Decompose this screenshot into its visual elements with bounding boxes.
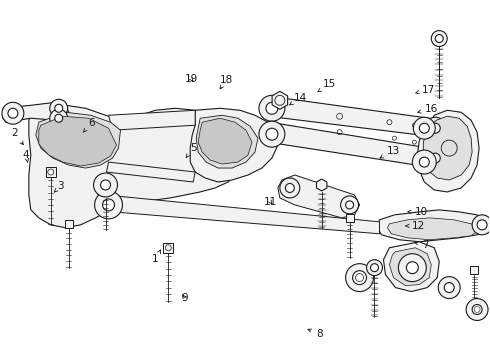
Text: 14: 14	[290, 93, 307, 105]
Circle shape	[472, 305, 482, 315]
Text: 7: 7	[415, 239, 428, 249]
Circle shape	[435, 35, 443, 42]
Circle shape	[259, 121, 285, 147]
Text: 13: 13	[380, 145, 400, 158]
Polygon shape	[345, 214, 354, 222]
Polygon shape	[390, 248, 431, 285]
Polygon shape	[100, 196, 379, 234]
Circle shape	[280, 178, 300, 198]
Polygon shape	[196, 115, 258, 168]
Circle shape	[414, 117, 435, 139]
Polygon shape	[417, 110, 479, 192]
Circle shape	[55, 114, 63, 122]
Polygon shape	[470, 266, 478, 274]
Circle shape	[472, 215, 490, 235]
Circle shape	[2, 102, 24, 124]
Text: 12: 12	[406, 221, 425, 231]
Polygon shape	[108, 110, 195, 130]
Polygon shape	[377, 210, 487, 242]
Circle shape	[341, 196, 359, 214]
Circle shape	[367, 260, 383, 276]
Circle shape	[266, 102, 278, 114]
Circle shape	[438, 276, 460, 298]
Polygon shape	[272, 91, 288, 109]
Circle shape	[424, 147, 446, 169]
Text: 3: 3	[54, 181, 64, 192]
Circle shape	[419, 157, 429, 167]
Circle shape	[406, 262, 418, 274]
Text: 10: 10	[408, 207, 428, 217]
Circle shape	[8, 108, 18, 118]
Polygon shape	[423, 116, 472, 180]
Polygon shape	[263, 122, 441, 168]
Polygon shape	[388, 218, 479, 240]
Circle shape	[94, 173, 118, 197]
Text: 9: 9	[182, 293, 188, 303]
Circle shape	[477, 220, 487, 230]
Text: 5: 5	[186, 143, 197, 158]
Polygon shape	[65, 220, 73, 228]
Circle shape	[55, 104, 63, 112]
Polygon shape	[106, 162, 195, 182]
Circle shape	[430, 123, 440, 133]
Circle shape	[266, 128, 278, 140]
Circle shape	[50, 109, 68, 127]
Circle shape	[259, 95, 285, 121]
Circle shape	[444, 283, 454, 293]
Text: 17: 17	[416, 85, 435, 95]
Text: 6: 6	[83, 118, 95, 132]
Polygon shape	[198, 118, 252, 164]
Text: 8: 8	[308, 329, 322, 339]
Polygon shape	[163, 243, 173, 253]
Circle shape	[424, 117, 446, 139]
Circle shape	[353, 271, 367, 285]
Circle shape	[95, 191, 122, 219]
Polygon shape	[384, 242, 439, 292]
Circle shape	[50, 99, 68, 117]
Polygon shape	[39, 116, 117, 166]
Circle shape	[430, 153, 440, 163]
Circle shape	[345, 264, 373, 292]
Circle shape	[466, 298, 488, 320]
Text: 2: 2	[12, 128, 23, 145]
Polygon shape	[317, 179, 327, 191]
Circle shape	[100, 180, 111, 190]
Polygon shape	[190, 108, 278, 182]
Circle shape	[398, 254, 426, 282]
Text: 1: 1	[152, 250, 161, 264]
Polygon shape	[29, 105, 242, 228]
Circle shape	[413, 150, 436, 174]
Polygon shape	[3, 102, 69, 122]
Polygon shape	[278, 175, 360, 218]
Circle shape	[419, 123, 429, 133]
Text: 11: 11	[264, 197, 277, 207]
Polygon shape	[263, 96, 441, 136]
Text: 4: 4	[23, 150, 29, 163]
Circle shape	[102, 199, 115, 211]
Text: 16: 16	[417, 104, 438, 114]
Polygon shape	[46, 167, 56, 177]
Circle shape	[431, 31, 447, 46]
Polygon shape	[36, 112, 121, 168]
Circle shape	[345, 201, 354, 209]
Text: 15: 15	[318, 79, 336, 92]
Text: 19: 19	[184, 74, 198, 84]
Text: 18: 18	[220, 75, 233, 89]
Circle shape	[285, 184, 294, 193]
Circle shape	[370, 264, 378, 272]
